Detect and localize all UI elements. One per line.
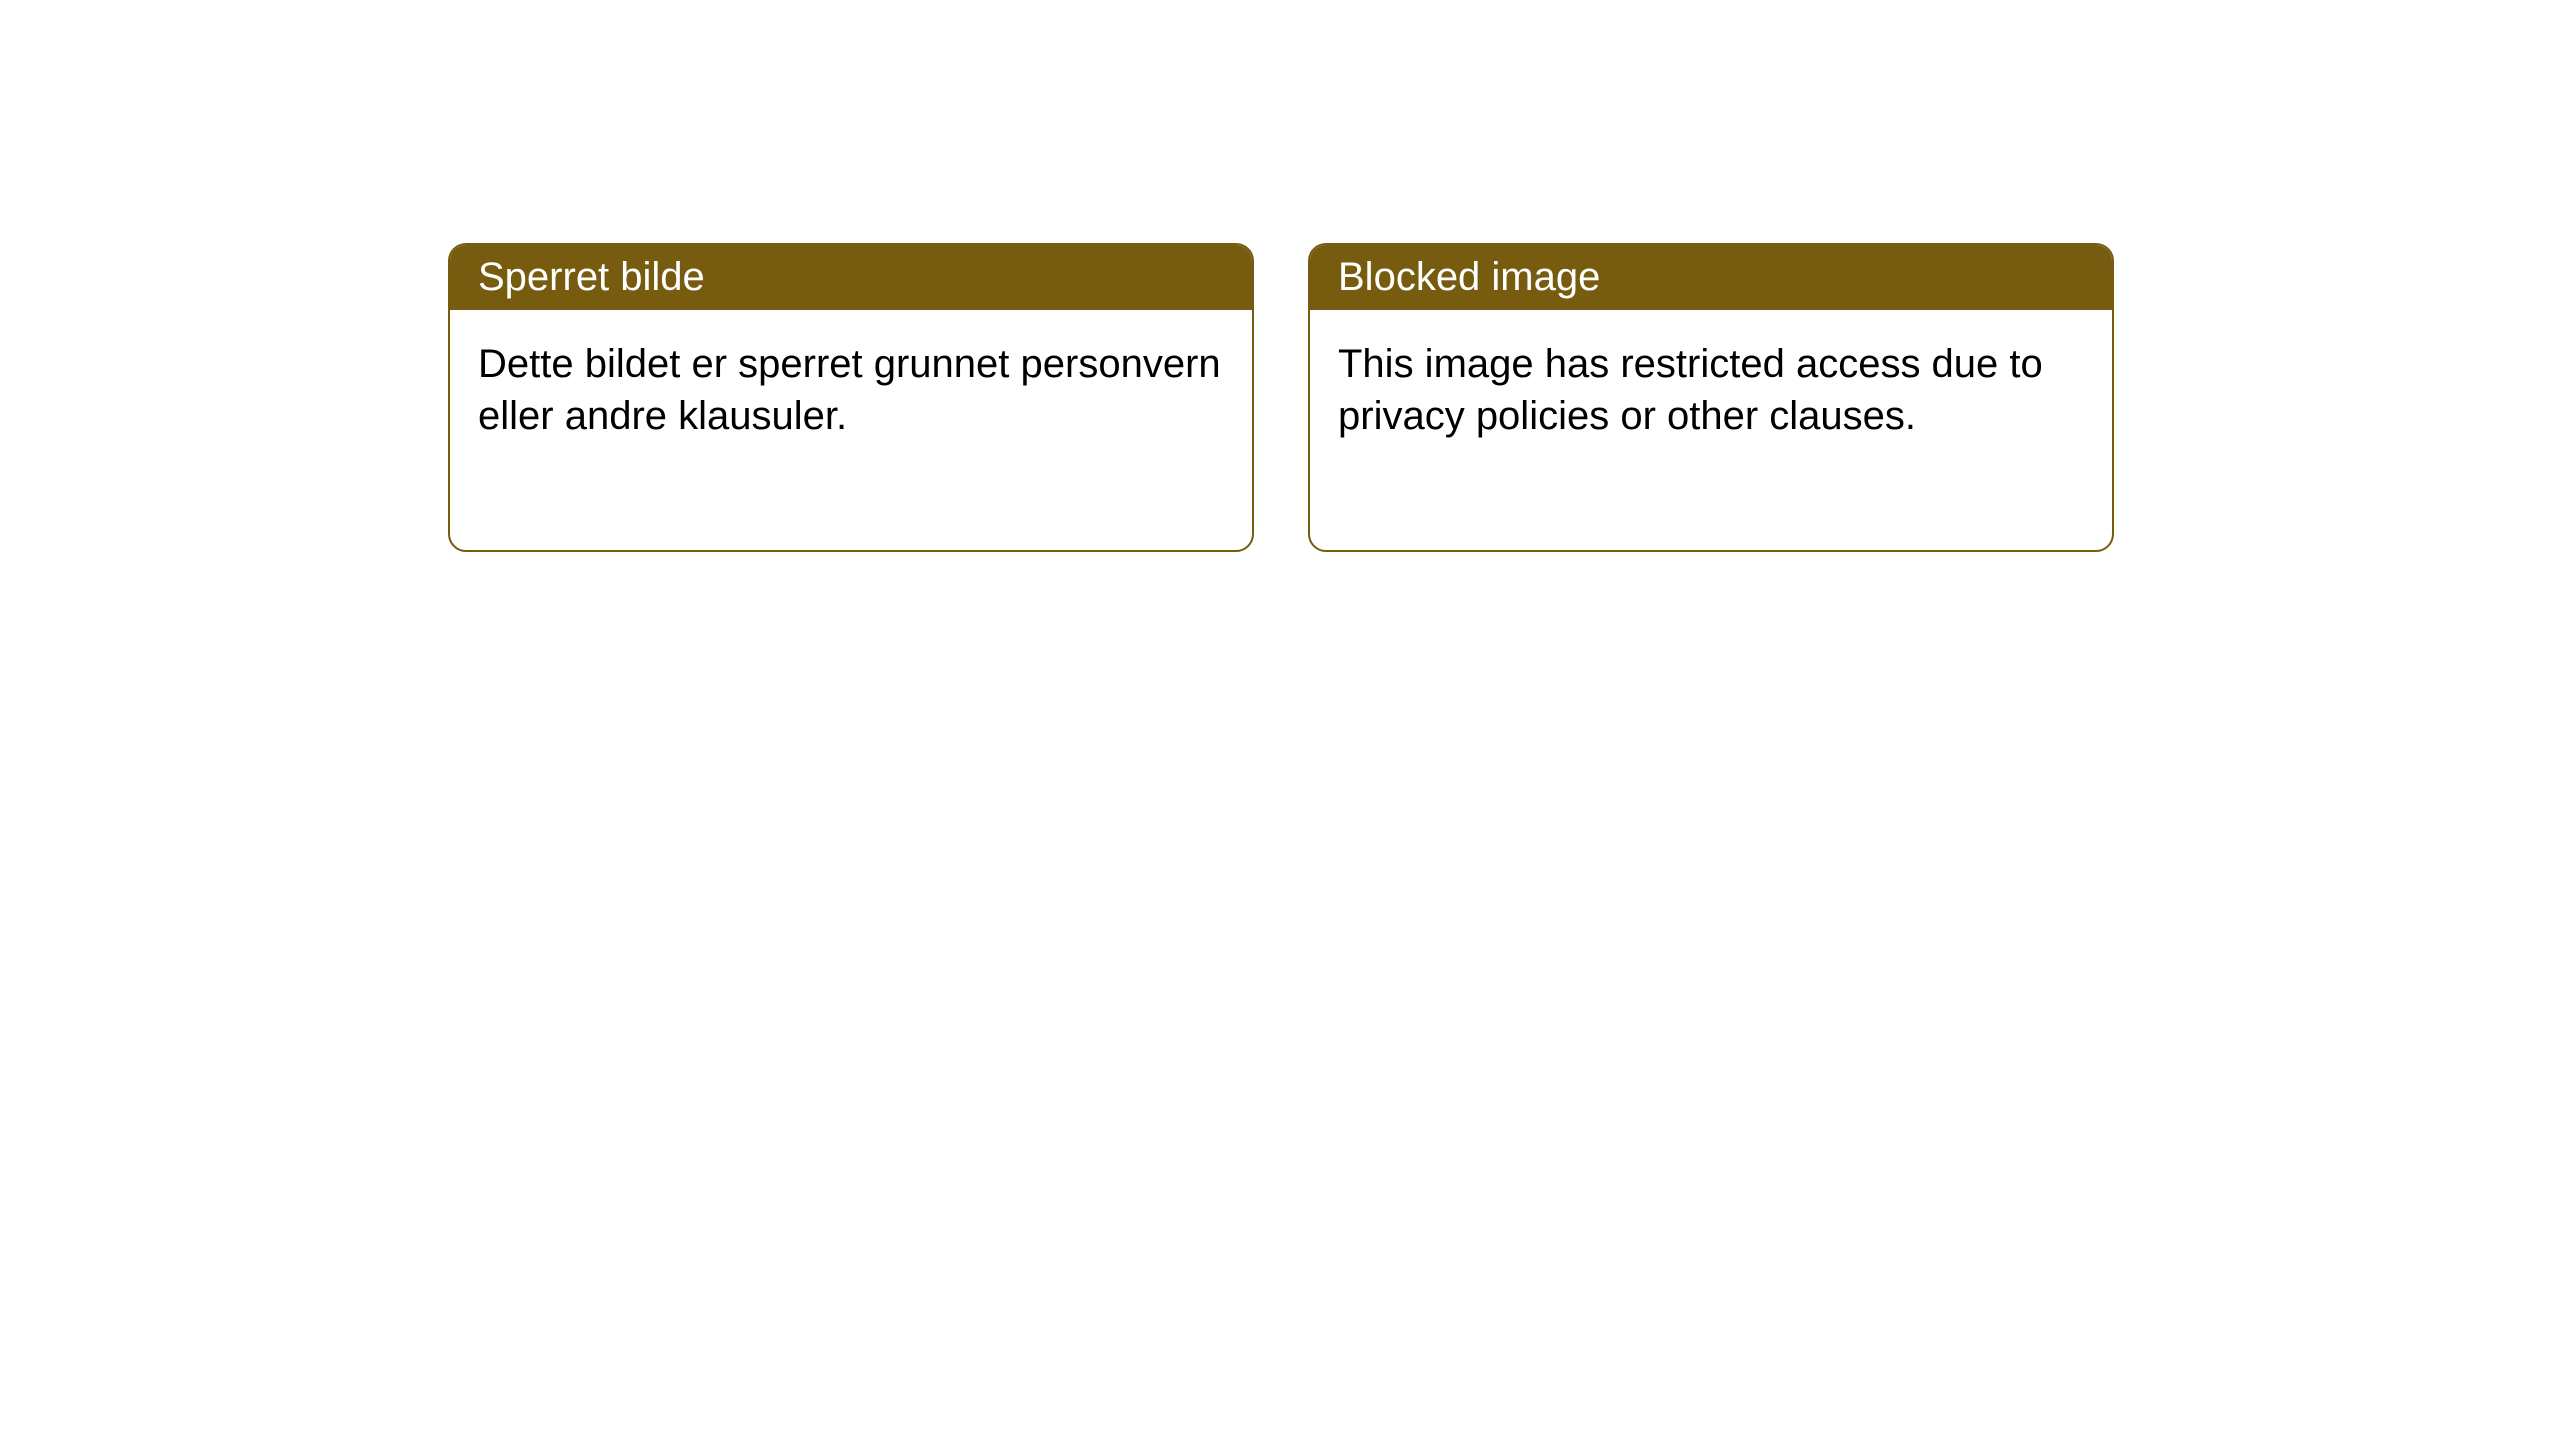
notice-title: Blocked image	[1310, 245, 2112, 310]
notice-body: This image has restricted access due to …	[1310, 310, 2112, 550]
notice-card-english: Blocked image This image has restricted …	[1308, 243, 2114, 552]
notice-card-norwegian: Sperret bilde Dette bildet er sperret gr…	[448, 243, 1254, 552]
notice-container: Sperret bilde Dette bildet er sperret gr…	[0, 0, 2560, 552]
notice-title: Sperret bilde	[450, 245, 1252, 310]
notice-body: Dette bildet er sperret grunnet personve…	[450, 310, 1252, 550]
